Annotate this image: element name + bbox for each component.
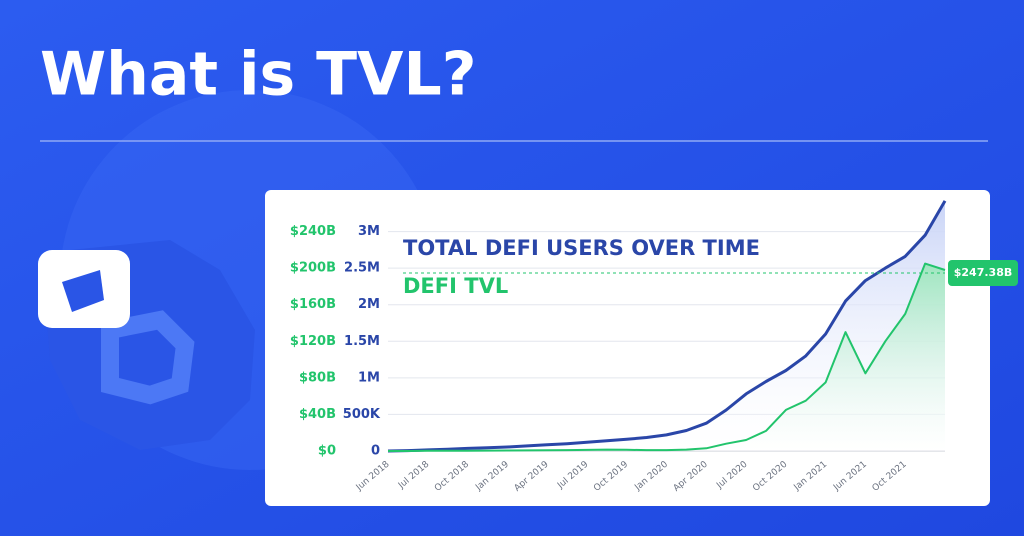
y-tick-label: $0 [318, 444, 336, 459]
y2-tick-label: 1.5M [344, 334, 380, 349]
series-line [388, 262, 946, 452]
legend-label: DEFI TVL [403, 274, 508, 298]
y-tick-label: $160B [290, 297, 336, 312]
y2-tick-label: 500K [343, 407, 381, 422]
series-line [387, 200, 947, 453]
series-area [388, 200, 945, 451]
logo-mark [101, 310, 195, 405]
y-tick-label: $200B [290, 261, 336, 276]
series-area [388, 263, 945, 451]
y-tick-label: $240B [290, 224, 336, 239]
y2-tick-label: 0 [371, 444, 380, 459]
annotation-label: $247.38B [954, 266, 1013, 279]
y2-tick-label: 2.5M [344, 261, 380, 276]
y-tick-label: $80B [299, 370, 336, 385]
page-title: What is TVL? [40, 40, 477, 110]
logo-badge-mark [62, 270, 104, 312]
annotation-badge [948, 260, 1018, 286]
legend-label: TOTAL DEFI USERS OVER TIME [403, 236, 760, 260]
y-tick-label: $120B [290, 334, 336, 349]
y2-tick-label: 3M [358, 224, 380, 239]
y2-tick-label: 2M [358, 297, 380, 312]
logo [38, 240, 255, 450]
y2-tick-label: 1M [358, 370, 380, 385]
y-tick-label: $40B [299, 407, 336, 422]
